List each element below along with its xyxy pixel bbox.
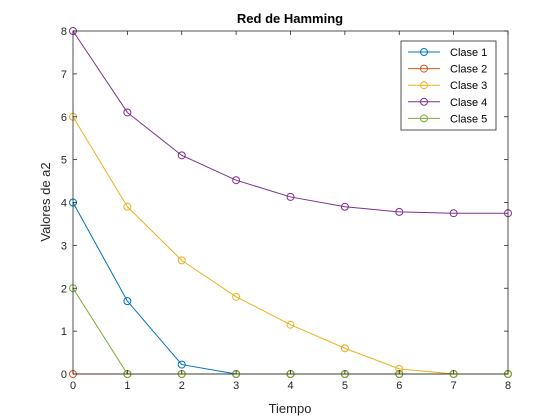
- data-point: [177, 151, 186, 160]
- y-tick-label: 1: [61, 326, 67, 338]
- legend-marker: [420, 64, 428, 73]
- legend-label: Clase 3: [450, 80, 487, 92]
- data-point: [177, 256, 186, 265]
- data-point: [123, 108, 132, 117]
- x-tick-label: 5: [342, 380, 348, 392]
- legend-entry: Clase 3: [408, 80, 487, 92]
- x-tick-label: 8: [505, 380, 511, 392]
- data-point: [286, 320, 295, 329]
- x-tick-label: 0: [70, 380, 76, 392]
- y-tick-label: 7: [61, 69, 67, 81]
- legend-marker: [420, 81, 428, 90]
- series-line: [72, 30, 508, 214]
- legend-label: Clase 4: [450, 97, 487, 109]
- data-point: [395, 207, 404, 216]
- x-tick-label: 7: [451, 380, 457, 392]
- data-point: [449, 209, 458, 218]
- legend-label: Clase 1: [450, 47, 487, 59]
- data-point: [286, 192, 295, 201]
- data-point: [340, 344, 349, 353]
- series-4: [69, 27, 512, 218]
- data-point: [177, 360, 186, 369]
- data-point: [123, 297, 132, 306]
- legend-marker: [420, 114, 428, 123]
- y-tick-label: 2: [61, 283, 67, 295]
- x-tick-label: 4: [287, 380, 293, 392]
- data-point: [232, 176, 241, 185]
- y-tick-label: 5: [61, 155, 67, 167]
- series-line: [72, 116, 508, 375]
- data-point: [340, 202, 349, 211]
- y-tick-label: 3: [61, 240, 67, 252]
- y-tick-label: 4: [61, 198, 67, 210]
- legend-label: Clase 2: [450, 64, 487, 76]
- data-point: [123, 202, 132, 211]
- legend-entry: Clase 2: [408, 64, 487, 76]
- legend-label: Clase 5: [450, 113, 487, 125]
- legend-entry: Clase 1: [408, 47, 487, 59]
- legend-entry: Clase 4: [408, 97, 487, 109]
- legend-marker: [420, 97, 428, 106]
- legend-marker: [420, 48, 428, 56]
- y-tick-label: 8: [61, 26, 67, 38]
- chart-title: Red de Hamming: [237, 11, 343, 26]
- y-axis-label: Valores de a2: [38, 162, 53, 241]
- x-axis-label: Tiempo: [269, 401, 312, 416]
- x-tick-label: 6: [396, 380, 402, 392]
- x-tick-label: 1: [124, 380, 130, 392]
- ticks-layer: 0 1 2 3 4 5 6 7 8 0 1 2 3 4 5 6 7 8: [61, 26, 511, 392]
- legend-entry: Clase 5: [408, 113, 487, 125]
- data-point: [232, 292, 241, 301]
- y-tick-label: 0: [61, 369, 67, 381]
- x-tick-label: 3: [233, 380, 239, 392]
- x-tick-label: 2: [179, 380, 185, 392]
- y-tick-label: 6: [61, 112, 67, 124]
- legend: Clase 1 Clase 2 Clase 3 Clase 4 Clase 5: [400, 40, 497, 131]
